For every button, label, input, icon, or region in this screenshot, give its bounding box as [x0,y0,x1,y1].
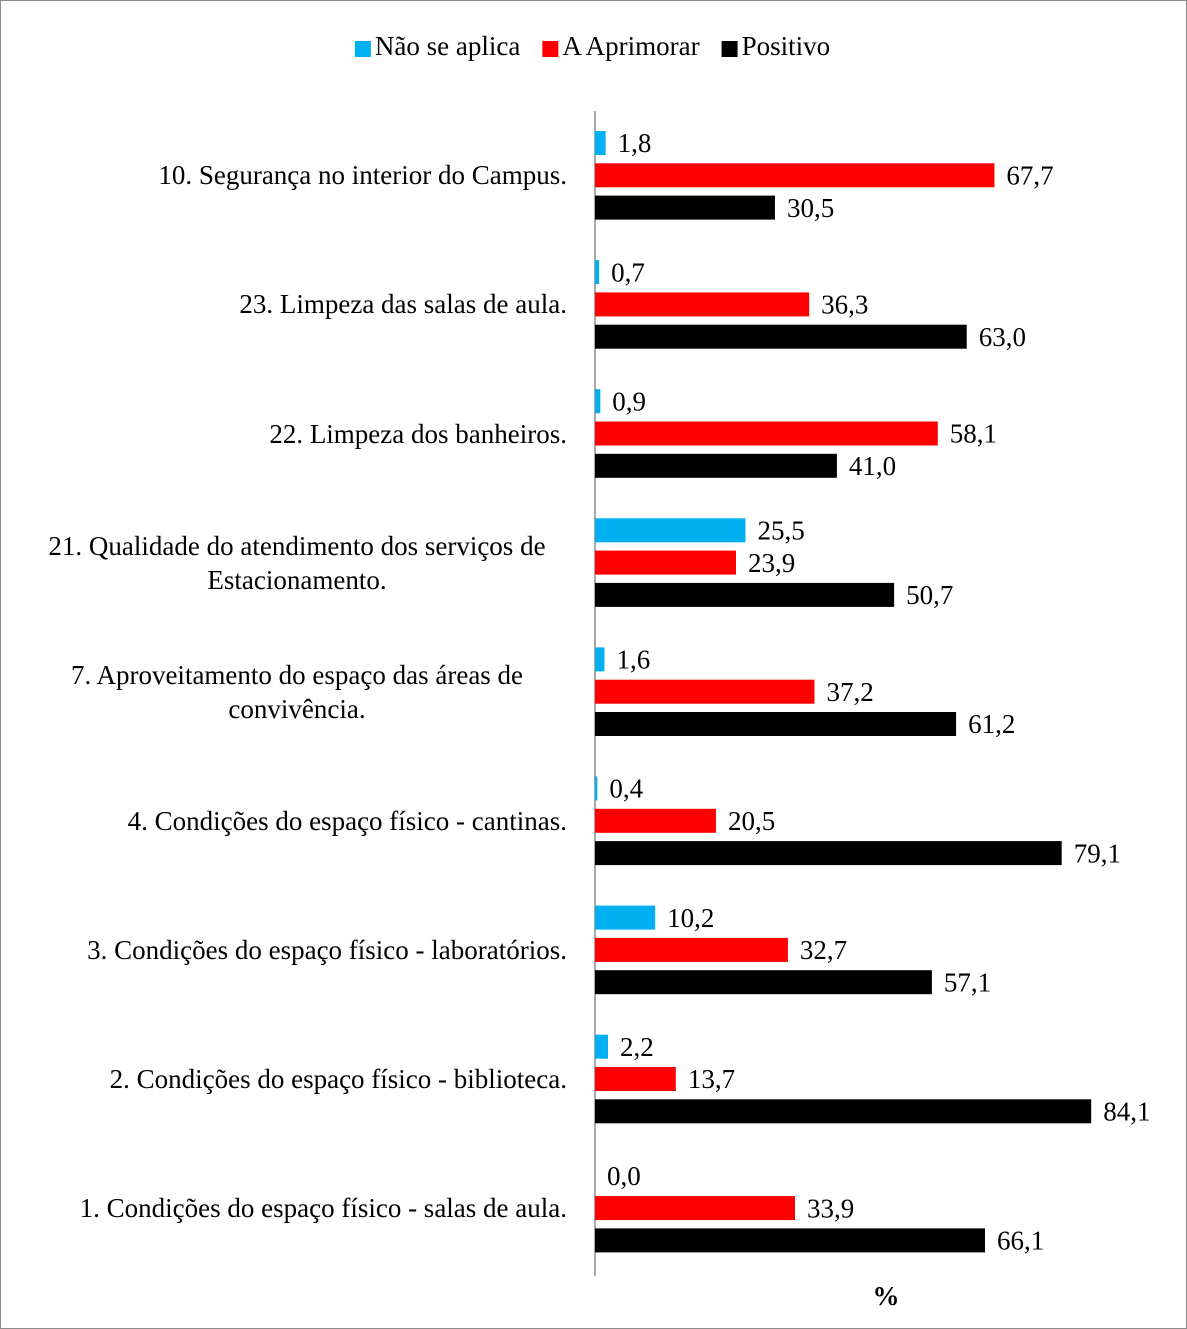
value-label: 41,0 [849,451,896,481]
value-label: 30,5 [787,193,834,223]
value-label: 0,4 [609,774,643,804]
bar [595,712,957,736]
value-label: 79,1 [1074,838,1121,868]
value-label: 36,3 [821,290,868,320]
category-label-box: 21. Qualidade do atendimento dos serviço… [1,513,567,613]
category-label-box: 1. Condições do espaço físico - salas de… [1,1158,567,1258]
bar [595,518,746,543]
value-label: 13,7 [688,1064,735,1094]
value-label: 57,1 [944,967,991,997]
legend-swatch [721,41,738,57]
bar [595,324,967,349]
category-label: 7. Aproveitamento do espaço das áreas de… [70,659,524,724]
value-label: 32,7 [800,935,847,965]
bar [595,421,938,446]
category-label: 4. Condições do espaço físico - cantinas… [127,805,567,836]
bar [595,1099,1092,1124]
bar [595,841,1062,866]
bar [595,679,815,704]
x-axis-label: % [873,1281,900,1311]
value-label: 33,9 [807,1193,854,1223]
category-label-box: 22. Limpeza dos banheiros. [1,384,567,484]
value-label: 66,1 [997,1226,1044,1256]
bar [595,195,775,220]
category-label: 21. Qualidade do atendimento dos serviço… [48,530,546,595]
bar [595,1228,985,1253]
value-label: 50,7 [906,580,953,610]
value-label: 63,0 [979,322,1026,352]
legend-label: A Aprimorar [562,31,699,61]
category-label: 1. Condições do espaço físico - salas de… [79,1193,567,1224]
value-label: 58,1 [950,419,997,449]
bar [595,131,606,155]
bar [595,292,810,317]
category-label-box: 2. Condições do espaço físico - bibliote… [1,1029,567,1129]
bar [595,582,895,607]
bar [595,1034,608,1059]
value-label: 2,2 [620,1032,654,1062]
value-label: 84,1 [1103,1097,1150,1127]
category-label-box: 3. Condições do espaço físico - laborató… [1,900,567,1000]
bar [595,163,995,188]
bar [595,647,605,672]
category-label: 23. Limpeza das salas de aula. [239,289,567,320]
legend-label: Positivo [742,31,831,61]
bar [595,389,601,414]
category-label: 3. Condições do espaço físico - laborató… [87,934,567,965]
bar [595,260,600,285]
bar [595,937,788,962]
category-label-box: 23. Limpeza das salas de aula. [1,254,567,354]
bar [595,776,598,801]
legend-swatch [542,41,559,57]
value-label: 0,9 [612,386,646,416]
bar [595,905,656,930]
value-label: 37,2 [826,677,873,707]
value-label: 23,9 [748,548,795,578]
bar [595,1067,676,1091]
value-label: 0,0 [607,1161,641,1191]
value-label: 25,5 [757,516,804,546]
bar [595,550,737,575]
category-label: 10. Segurança no interior do Campus. [158,160,567,191]
legend-swatch [354,41,371,57]
category-label-box: 4. Condições do espaço físico - cantinas… [1,771,567,871]
bar [595,1196,796,1221]
bar [595,808,716,833]
value-label: 10,2 [667,903,714,933]
value-label: 1,6 [616,645,650,675]
value-label: 61,2 [968,709,1015,739]
bar [595,453,837,478]
value-label: 67,7 [1006,161,1053,191]
bar [595,970,932,995]
value-label: 20,5 [728,806,775,836]
value-label: 1,8 [618,128,652,158]
category-label-box: 10. Segurança no interior do Campus. [1,125,567,225]
legend-label: Não se aplica [375,31,520,61]
value-label: 0,7 [611,257,645,287]
category-label: 2. Condições do espaço físico - bibliote… [109,1064,567,1094]
category-label-box: 7. Aproveitamento do espaço das áreas de… [1,642,567,742]
category-label: 22. Limpeza dos banheiros. [269,418,567,449]
